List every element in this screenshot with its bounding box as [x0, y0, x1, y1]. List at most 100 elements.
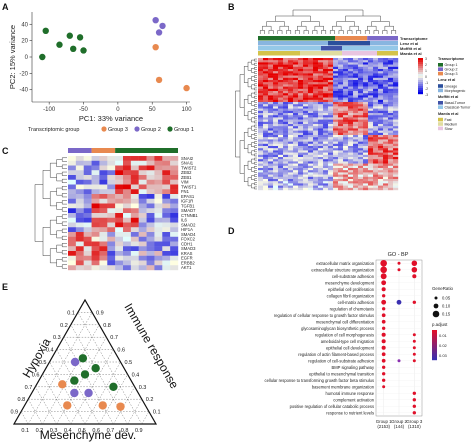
heatmap-cell — [373, 124, 379, 127]
heatmap-cell — [318, 95, 324, 98]
gene-heatmap-cell — [162, 198, 171, 204]
heatmap-cell — [353, 88, 359, 92]
annotation-track-label: Lenz et al — [400, 41, 418, 46]
heatmap-cell — [333, 146, 339, 149]
heatmap-cell — [288, 95, 294, 98]
heatmap-cell — [383, 84, 389, 87]
go-term-label: regulation of actin filament-based proce… — [298, 352, 374, 357]
heatmap-cell — [303, 152, 309, 155]
ternary-right-tick: 0.8 — [103, 323, 111, 329]
heatmap-cell — [338, 152, 344, 155]
dendrogram-branch — [254, 174, 257, 177]
heatmap-cell — [333, 135, 339, 138]
heatmap-cell — [333, 148, 339, 151]
gene-heatmap-cell — [154, 241, 163, 247]
pca-legend-title: Transcriptomic group — [28, 127, 79, 133]
heatmap-cell — [373, 95, 379, 98]
ternary-point — [98, 401, 107, 410]
heatmap-cell — [258, 121, 264, 125]
dendrogram-branch — [254, 153, 257, 157]
gene-heatmap-cell — [83, 265, 92, 271]
heatmap-cell — [303, 117, 309, 120]
heatmap-cell — [363, 60, 369, 63]
heatmap-cell — [338, 73, 344, 76]
heatmap-cell — [363, 86, 369, 89]
color-legend-step — [432, 346, 437, 349]
heatmap-cell — [373, 146, 379, 149]
heatmap-cell — [333, 128, 339, 131]
heatmap-cell — [328, 183, 334, 186]
dendrogram-branch — [243, 132, 248, 149]
heatmap-cell — [258, 91, 264, 94]
heatmap-cell — [328, 130, 334, 133]
dendrogram-branch — [254, 149, 257, 153]
heatmap-cell — [338, 150, 344, 153]
pca-x-tick-label: 100 — [182, 107, 193, 113]
gene-heatmap-cell — [123, 184, 132, 190]
heatmap-cell — [258, 165, 264, 169]
heatmap-cell — [393, 183, 399, 186]
heatmap-cell — [388, 93, 394, 96]
heatmap-cell — [368, 139, 374, 142]
heatmap-cell — [388, 181, 394, 184]
color-scale-step — [418, 76, 423, 79]
go-term-dot — [381, 332, 386, 337]
gene-heatmap-cell — [162, 222, 171, 228]
heatmap-cell — [313, 126, 319, 129]
heatmap-cell — [323, 97, 329, 100]
pca-point — [152, 16, 159, 24]
heatmap-cell — [288, 132, 294, 136]
gene-heatmap-cell — [107, 170, 116, 176]
heatmap-cell — [263, 95, 269, 98]
heatmap-cell — [273, 124, 279, 127]
heatmap-cell — [263, 176, 269, 180]
ternary-right-tick: 0.7 — [110, 335, 118, 341]
heatmap-cell — [293, 130, 299, 133]
heatmap-cell — [263, 124, 269, 127]
heatmap-cell — [268, 77, 274, 81]
heatmap-cell — [273, 185, 279, 188]
heatmap-cell — [328, 132, 334, 136]
heatmap-cell — [383, 181, 389, 184]
dendrogram-branch — [247, 94, 252, 104]
heatmap-cell — [258, 93, 264, 96]
heatmap-cell — [313, 179, 319, 182]
annotation-track-label: Transcriptome — [400, 36, 428, 41]
heatmap-cell — [358, 154, 364, 158]
heatmap-cell — [273, 187, 279, 191]
heatmap-cell — [358, 148, 364, 151]
heatmap-cell — [293, 95, 299, 98]
gene-heatmap-cell — [123, 222, 132, 228]
heatmap-cell — [343, 130, 349, 133]
heatmap-cell — [348, 132, 354, 136]
heatmap-cell — [343, 163, 349, 166]
dendrogram-branch — [251, 92, 255, 98]
heatmap-cell — [393, 157, 399, 160]
heatmap-cell — [368, 106, 374, 109]
heatmap-cell — [353, 93, 359, 96]
gene-heatmap-cell — [138, 265, 147, 271]
heatmap-cell — [293, 86, 299, 89]
color-legend-step — [432, 355, 437, 358]
heatmap-cell — [273, 62, 279, 65]
dendrogram-branch — [61, 157, 67, 162]
heatmap-cell — [343, 170, 349, 173]
heatmap-cell — [313, 104, 319, 107]
gene-heatmap-cell — [146, 170, 155, 176]
heatmap-cell — [258, 187, 264, 191]
gene-heatmap-cell — [130, 241, 139, 247]
heatmap-cell — [268, 84, 274, 87]
go-bp-dot-plot: GO - BP extracellular matrix organizatio… — [265, 252, 454, 429]
heatmap-cell — [283, 60, 289, 63]
heatmap-cell — [313, 146, 319, 149]
gene-heatmap-cell — [107, 165, 116, 171]
heatmap-cell — [308, 66, 314, 70]
gene-heatmap-cell — [91, 170, 100, 176]
heatmap-cell — [388, 58, 394, 61]
heatmap-cell — [373, 161, 379, 164]
heatmap-cell — [353, 152, 359, 155]
heatmap-cell — [363, 84, 369, 87]
heatmap-cell — [258, 84, 264, 87]
heatmap-cell — [263, 141, 269, 144]
heatmap-cell — [318, 154, 324, 158]
